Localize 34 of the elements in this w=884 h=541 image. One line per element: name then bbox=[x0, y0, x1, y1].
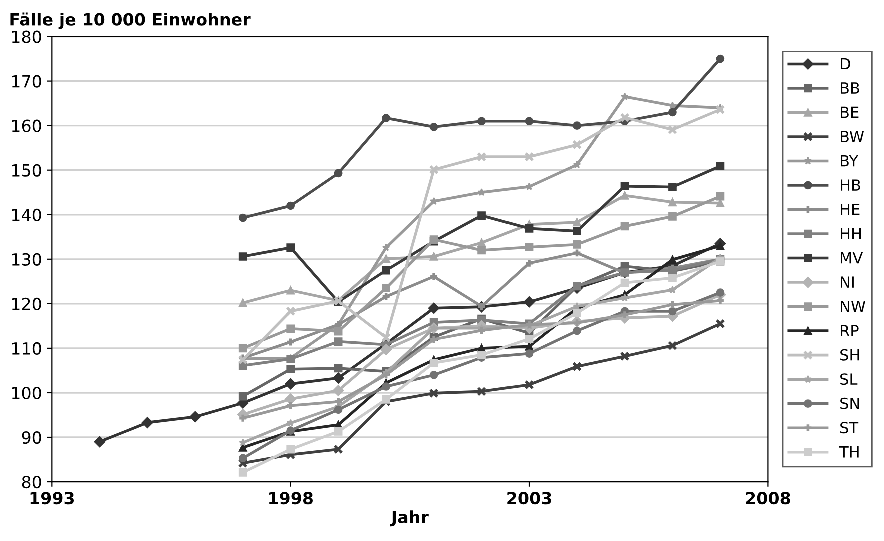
y-tick-label: 180 bbox=[12, 30, 42, 44]
legend-label: SN bbox=[840, 398, 860, 410]
legend-label: SH bbox=[840, 349, 860, 361]
legend-label: RP bbox=[841, 325, 859, 336]
legend-label: HE bbox=[841, 204, 860, 216]
x-tick-label: 2003 bbox=[508, 492, 552, 505]
legend-label: BE bbox=[841, 106, 859, 118]
legend-label: HH bbox=[841, 228, 861, 240]
x-tick-label: 2008 bbox=[746, 492, 790, 505]
legend-label: TH bbox=[839, 446, 859, 458]
y-tick-label: 150 bbox=[12, 164, 42, 177]
x-axis-title: Jahr bbox=[390, 510, 429, 527]
legend-label: D bbox=[841, 58, 850, 70]
legend-label: ST bbox=[840, 422, 859, 434]
legend-label: BW bbox=[841, 131, 864, 142]
y-tick-label: 130 bbox=[12, 253, 42, 266]
legend-label: SL bbox=[840, 374, 858, 386]
x-tick-label: 1998 bbox=[270, 492, 313, 505]
y-tick-label: 120 bbox=[12, 298, 42, 311]
y-tick-label: 160 bbox=[12, 120, 42, 132]
legend-label: BY bbox=[841, 155, 859, 167]
y-tick-label: 80 bbox=[22, 476, 42, 489]
y-tick-label: 170 bbox=[12, 75, 42, 88]
y-tick-label: 140 bbox=[12, 208, 42, 222]
legend-label: HB bbox=[841, 180, 860, 191]
legend-label: BB bbox=[841, 82, 860, 94]
legend-label: NW bbox=[841, 301, 866, 312]
x-tick-label: 1993 bbox=[30, 492, 74, 505]
y-tick-label: 90 bbox=[22, 431, 42, 444]
legend-label: NI bbox=[841, 276, 854, 288]
chart-title: Fälle je 10 000 Einwohner bbox=[10, 12, 251, 30]
legend-label: MV bbox=[841, 252, 864, 264]
y-tick-label: 110 bbox=[12, 342, 42, 356]
y-tick-label: 100 bbox=[12, 386, 42, 400]
